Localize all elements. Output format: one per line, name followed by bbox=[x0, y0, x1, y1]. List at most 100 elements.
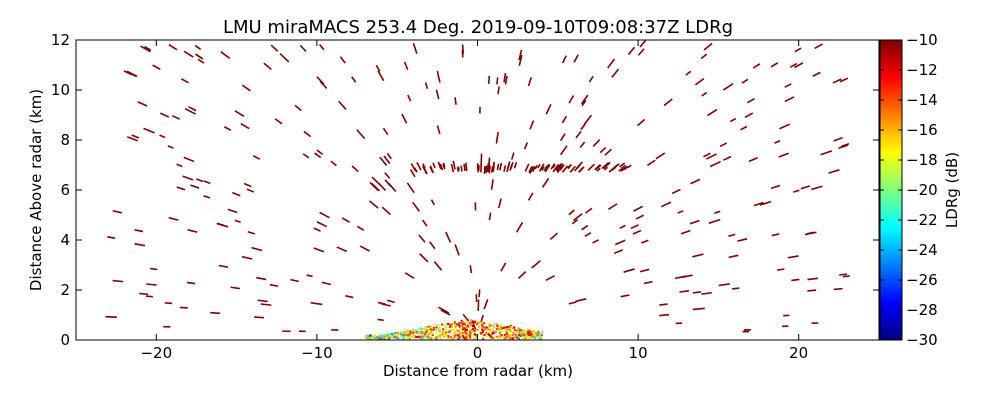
clutter-pixel bbox=[421, 336, 423, 338]
y-tick-label: 2 bbox=[60, 281, 70, 299]
ldr-echo bbox=[190, 185, 199, 188]
ldr-echo bbox=[546, 104, 551, 114]
ldr-echo bbox=[248, 232, 255, 234]
ldr-echo bbox=[640, 41, 646, 47]
ldr-echo bbox=[661, 202, 671, 206]
ldr-echo bbox=[489, 213, 490, 220]
ldr-echo bbox=[659, 315, 669, 316]
ldr-echo bbox=[271, 45, 278, 51]
ldr-echo bbox=[753, 64, 760, 68]
ldr-echo bbox=[217, 223, 224, 225]
ldr-echo bbox=[584, 115, 591, 124]
clutter-pixel bbox=[541, 331, 543, 333]
x-tick-label: −10 bbox=[301, 344, 333, 362]
ldr-echo bbox=[165, 303, 172, 304]
clutter-pixel bbox=[396, 337, 398, 339]
ldr-echo bbox=[184, 51, 193, 57]
ldr-echo bbox=[489, 76, 490, 84]
ldr-echo bbox=[235, 111, 244, 116]
ldr-echo bbox=[407, 183, 414, 193]
clutter-pixel bbox=[467, 332, 469, 334]
clutter-pixel bbox=[511, 326, 513, 328]
clutter-pixel bbox=[394, 332, 396, 334]
clutter-pixel bbox=[451, 326, 453, 328]
clutter-pixel bbox=[388, 338, 390, 340]
clutter-pixel bbox=[472, 325, 474, 327]
ldr-echo bbox=[426, 83, 428, 89]
ldr-echo bbox=[701, 293, 711, 294]
clutter-pixel bbox=[378, 337, 380, 339]
ldr-echo bbox=[821, 151, 832, 155]
ldr-echo bbox=[270, 285, 278, 286]
ldr-echo bbox=[576, 131, 581, 138]
clutter-pixel bbox=[404, 330, 406, 332]
clutter-pixel bbox=[416, 331, 418, 333]
ldr-echo bbox=[172, 116, 179, 119]
y-tick-label: 4 bbox=[60, 231, 70, 249]
ldr-echo bbox=[585, 233, 591, 237]
ldr-echo bbox=[196, 179, 203, 182]
ldr-echo bbox=[331, 161, 337, 165]
ldr-echo bbox=[135, 230, 143, 232]
ldr-echo bbox=[546, 276, 555, 281]
clutter-pixel bbox=[456, 336, 458, 338]
ldr-echo bbox=[621, 295, 630, 297]
ldr-echo bbox=[702, 93, 707, 96]
clutter-pixel bbox=[433, 329, 435, 331]
clutter-pixel bbox=[509, 334, 511, 336]
ldr-echo bbox=[342, 218, 349, 222]
ldr-echo bbox=[150, 269, 157, 270]
ldr-echo bbox=[387, 154, 391, 159]
clutter-pixel bbox=[413, 331, 415, 333]
ldr-echo bbox=[382, 207, 390, 214]
ldr-echo bbox=[369, 201, 378, 208]
clutter-pixel bbox=[523, 329, 525, 331]
ldr-echo bbox=[518, 272, 525, 279]
ldr-echo bbox=[252, 248, 262, 251]
clutter-pixel bbox=[465, 338, 467, 340]
ldr-echo bbox=[562, 116, 566, 123]
ldr-echo bbox=[143, 128, 154, 133]
clutter-pixel bbox=[499, 337, 501, 339]
clutter-pixel bbox=[492, 327, 494, 329]
ldr-echo bbox=[793, 190, 799, 192]
ldr-echo bbox=[737, 239, 747, 241]
clutter-pixel bbox=[527, 329, 529, 331]
clutter-pixel bbox=[442, 334, 444, 336]
clutter-pixel bbox=[453, 333, 455, 335]
clutter-pixel bbox=[468, 325, 470, 327]
ldr-echo bbox=[586, 208, 592, 213]
ldr-echo bbox=[656, 153, 665, 159]
clutter-pixel bbox=[397, 332, 399, 334]
ldr-echo bbox=[280, 54, 289, 62]
ldr-echo bbox=[169, 218, 179, 220]
ldr-echo bbox=[608, 59, 615, 68]
ldr-echo bbox=[417, 162, 421, 170]
ldr-echo bbox=[357, 226, 363, 230]
ldr-echo bbox=[258, 300, 268, 301]
clutter-pixel bbox=[424, 327, 426, 329]
x-axis-label: Distance from radar (km) bbox=[383, 362, 573, 380]
clutter-pixel bbox=[474, 333, 476, 335]
ldr-echo bbox=[376, 65, 379, 71]
ldr-echo bbox=[801, 186, 810, 189]
clutter-pixel bbox=[369, 335, 371, 337]
ldr-echo bbox=[614, 250, 623, 253]
ldr-echo bbox=[615, 240, 625, 244]
ldr-echo bbox=[529, 193, 533, 200]
ldr-echo bbox=[413, 43, 416, 53]
clutter-pixel bbox=[439, 327, 441, 329]
ldr-echo bbox=[570, 166, 575, 172]
clutter-pixel bbox=[457, 322, 459, 324]
clutter-pixel bbox=[464, 331, 466, 333]
clutter-pixel bbox=[503, 327, 505, 329]
ldr-echo bbox=[834, 289, 843, 290]
clutter-pixel bbox=[483, 322, 485, 324]
ldr-echo bbox=[383, 128, 387, 134]
clutter-pixel bbox=[462, 332, 464, 334]
ldr-echo bbox=[631, 225, 639, 229]
ldr-echo bbox=[210, 313, 220, 314]
ldr-echo bbox=[575, 165, 581, 171]
clutter-pixel bbox=[515, 329, 517, 331]
